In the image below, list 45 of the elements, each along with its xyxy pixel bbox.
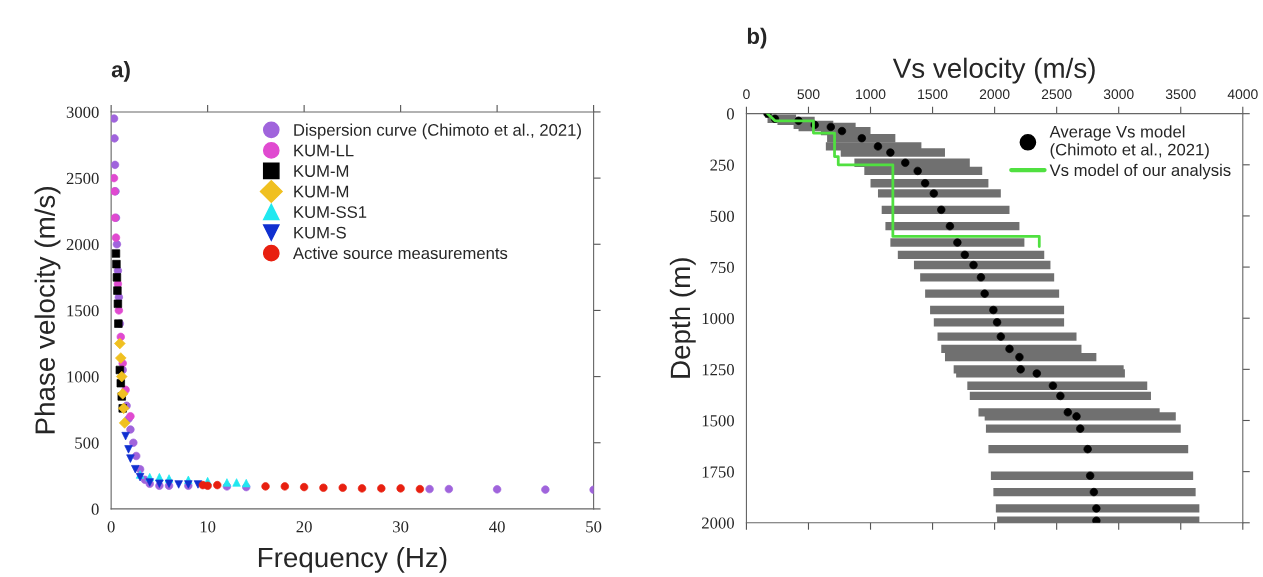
y-tick-label: 500 (710, 210, 734, 222)
x-tick-label: 3500 (1165, 89, 1196, 100)
legend-label: KUM-S (294, 226, 346, 239)
x-tick-label: 500 (797, 89, 820, 100)
x-tick-label: 20 (296, 521, 312, 533)
y-tick-label: 0 (91, 503, 99, 515)
legend-label: Average Vs model (Chimoto et al., 2021) (1049, 125, 1209, 159)
legend-label: Dispersion curve (Chimoto et al., 2021) (294, 123, 581, 140)
x-tick-label: 0 (743, 89, 750, 100)
x-tick-label: 50 (586, 521, 602, 533)
legend-label: KUM-M (294, 165, 349, 177)
x-tick-label: 1000 (856, 89, 886, 100)
x-tick-label: 0 (107, 521, 115, 533)
x-axis-title: Frequency (Hz) (258, 546, 447, 573)
y-tick-label: 1500 (67, 305, 99, 317)
x-tick-label: 2500 (1041, 89, 1072, 100)
y-tick-label: 1750 (702, 466, 734, 478)
chart-title: a) (111, 61, 130, 82)
x-tick-label: 40 (489, 521, 505, 533)
y-axis-title: Phase velocity (m/s) (34, 187, 61, 434)
y-tick-label: 500 (75, 437, 99, 449)
legend-label: KUM-M (294, 185, 349, 198)
legend-label: KUM-LL (294, 144, 354, 157)
x-tick-label: 1500 (918, 89, 948, 100)
x-tick-label: 3000 (1103, 89, 1134, 100)
y-tick-label: 2500 (66, 172, 99, 185)
legend-label: Vs model of our analysis (1049, 163, 1231, 180)
legend-label: KUM-SS1 (294, 206, 367, 218)
y-tick-label: 2000 (66, 238, 99, 251)
chart-title: b) (747, 27, 767, 49)
x-tick-label: 2000 (979, 89, 1010, 100)
x-tick-label: 10 (200, 521, 216, 533)
y-tick-label: 1000 (67, 371, 99, 383)
x-axis-title: Vs velocity (m/s) (892, 57, 1095, 84)
y-tick-label: 1000 (702, 312, 734, 325)
y-tick-label: 1250 (702, 364, 734, 376)
y-tick-label: 750 (710, 261, 734, 274)
y-tick-label: 3000 (66, 106, 99, 118)
y-axis-title: Depth (m) (669, 258, 696, 378)
x-tick-label: 4000 (1227, 89, 1258, 100)
x-tick-label: 30 (393, 521, 409, 533)
y-tick-label: 0 (726, 108, 734, 120)
y-tick-label: 1500 (702, 415, 734, 427)
legend-label: Active source measurements (292, 246, 508, 260)
y-tick-label: 250 (710, 159, 734, 171)
